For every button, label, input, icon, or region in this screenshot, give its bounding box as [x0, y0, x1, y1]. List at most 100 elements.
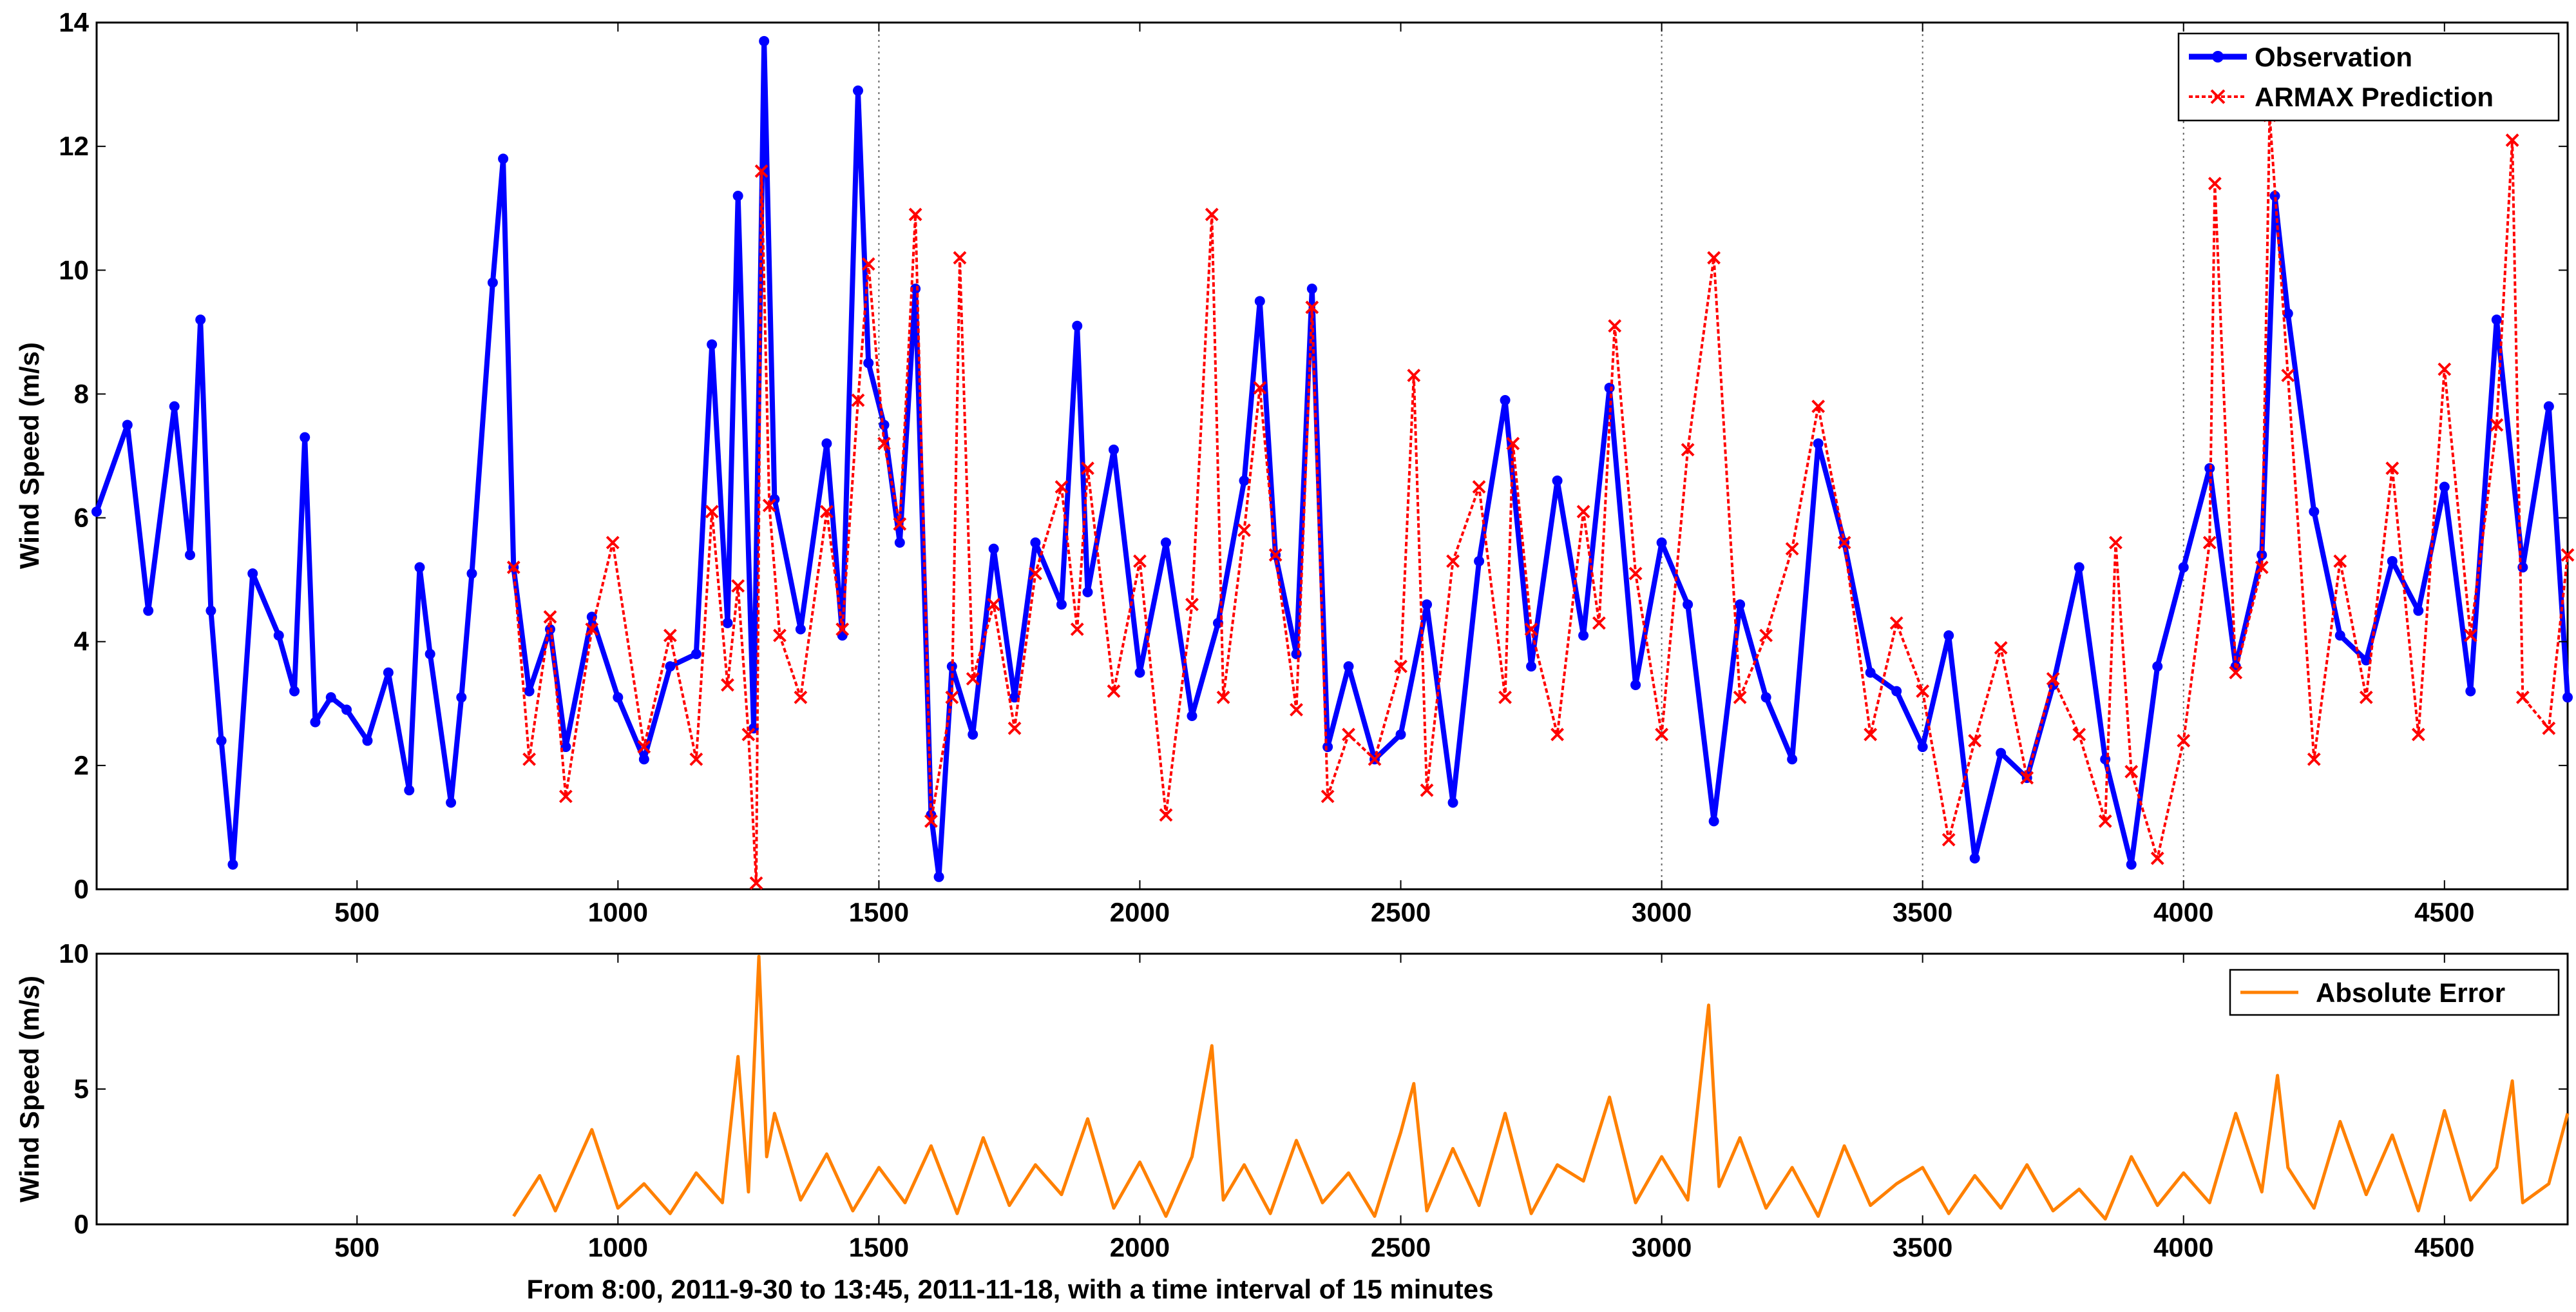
prediction-point [877, 436, 891, 450]
y-tick-label: 4 [74, 626, 90, 657]
observation-point [310, 717, 321, 728]
observation-point [1082, 586, 1093, 597]
prediction-point [987, 597, 1001, 612]
x-tick-label: 3500 [1893, 1232, 1952, 1262]
observation-point [2439, 481, 2450, 492]
observation-point [2562, 692, 2573, 703]
observation-point [1813, 438, 1824, 449]
prediction-point [861, 257, 875, 271]
observation-point [2334, 630, 2345, 641]
observation-point [524, 686, 535, 697]
prediction-point [2438, 362, 2452, 376]
prediction-point [1081, 461, 1094, 476]
prediction-point [2281, 369, 2295, 383]
prediction-point [506, 561, 520, 574]
observation-point [2074, 562, 2085, 573]
observation-point [2178, 562, 2189, 573]
observation-point [1552, 475, 1563, 486]
prediction-point [1811, 400, 1826, 414]
top-plot-frame [95, 21, 2569, 891]
prediction-point [1472, 480, 1486, 494]
prediction-point [606, 535, 620, 550]
prediction-point [953, 251, 967, 265]
observation-point [362, 735, 373, 746]
observation-point [446, 797, 457, 808]
observation-point [1343, 661, 1354, 672]
observation-point [1604, 382, 1615, 393]
prediction-point [1368, 752, 1382, 766]
observation-point [2269, 191, 2280, 201]
observation-point [1447, 797, 1458, 808]
prediction-point [1942, 833, 1956, 847]
observation-point [1187, 711, 1197, 721]
prediction-point [1608, 319, 1622, 333]
prediction-point [1889, 616, 1903, 630]
y-tick-label: 10 [59, 255, 89, 285]
observation-point [1291, 648, 1302, 659]
prediction-point [1185, 597, 1199, 612]
observation-point [143, 605, 154, 616]
x-tick-label: 2500 [1371, 1232, 1431, 1262]
prediction-point [754, 164, 768, 178]
observation-point [2361, 655, 2372, 666]
prediction-point [819, 505, 834, 519]
prediction-point [2020, 771, 2034, 785]
bottom-panel: 500 1000 1500 2000 2500 3000 3500 4000 4500 0 5 10… [14, 938, 2570, 1304]
prediction-point [1237, 523, 1251, 537]
observation-point [560, 742, 571, 753]
bottom-y-tick-labels: 0 5 10 [59, 938, 2568, 1239]
observation-point [2465, 686, 2476, 697]
observation-point [1735, 599, 1746, 610]
observation-point [732, 191, 743, 201]
prediction-point [2333, 554, 2347, 568]
legend-armax-label: ARMAX Prediction [2255, 82, 2494, 112]
prediction-point [1446, 554, 1460, 568]
top-panel: 500 1000 1500 2000 2500 3000 3500 4000 4500 0 2 4 6… [14, 7, 2575, 927]
observation-point [195, 314, 206, 325]
observation-point [665, 661, 676, 672]
prediction-point [1916, 684, 1930, 698]
prediction-point [705, 505, 719, 519]
x-tick-label: 1500 [849, 897, 909, 927]
observation-point [1395, 729, 1406, 740]
observation-point [383, 667, 394, 678]
prediction-point [1216, 690, 1230, 704]
observation-point [227, 859, 238, 870]
prediction-point [835, 622, 850, 636]
prediction-point [558, 789, 573, 804]
prediction-point [1681, 443, 1695, 457]
prediction-point [2385, 461, 2399, 476]
prediction-point [851, 393, 865, 407]
x-tick-label: 3000 [1632, 1232, 1692, 1262]
observation-point [2413, 605, 2424, 616]
prediction-point [1733, 690, 1747, 704]
x-tick-label: 4000 [2153, 1232, 2213, 1262]
prediction-point [2072, 728, 2086, 742]
observation-point [2282, 308, 2293, 319]
y-tick-label: 6 [74, 503, 89, 533]
prediction-point [543, 610, 557, 624]
observation-point [821, 438, 832, 449]
observation-point [1891, 686, 1902, 697]
prediction-point [2255, 561, 2269, 574]
observation-point [487, 277, 498, 288]
prediction-point [689, 752, 703, 766]
prediction-point [1707, 251, 1721, 265]
observation-point [933, 871, 944, 882]
prediction-point [1506, 436, 1520, 450]
observation-point [2126, 859, 2137, 870]
prediction-point [2208, 177, 2222, 191]
x-tick-label: 2500 [1371, 897, 1431, 927]
observation-point [759, 35, 770, 46]
prediction-point [749, 876, 763, 890]
observation-point [273, 630, 284, 641]
prediction-point [1342, 728, 1355, 742]
prediction-point [2515, 690, 2530, 704]
observation-point [1134, 667, 1145, 678]
prediction-point [1253, 381, 1267, 395]
prediction-point [741, 728, 756, 742]
observation-point [1056, 599, 1067, 610]
y-tick-label: 5 [74, 1074, 89, 1104]
x-tick-label: 2000 [1110, 897, 1170, 927]
top-series-group [91, 35, 2575, 890]
